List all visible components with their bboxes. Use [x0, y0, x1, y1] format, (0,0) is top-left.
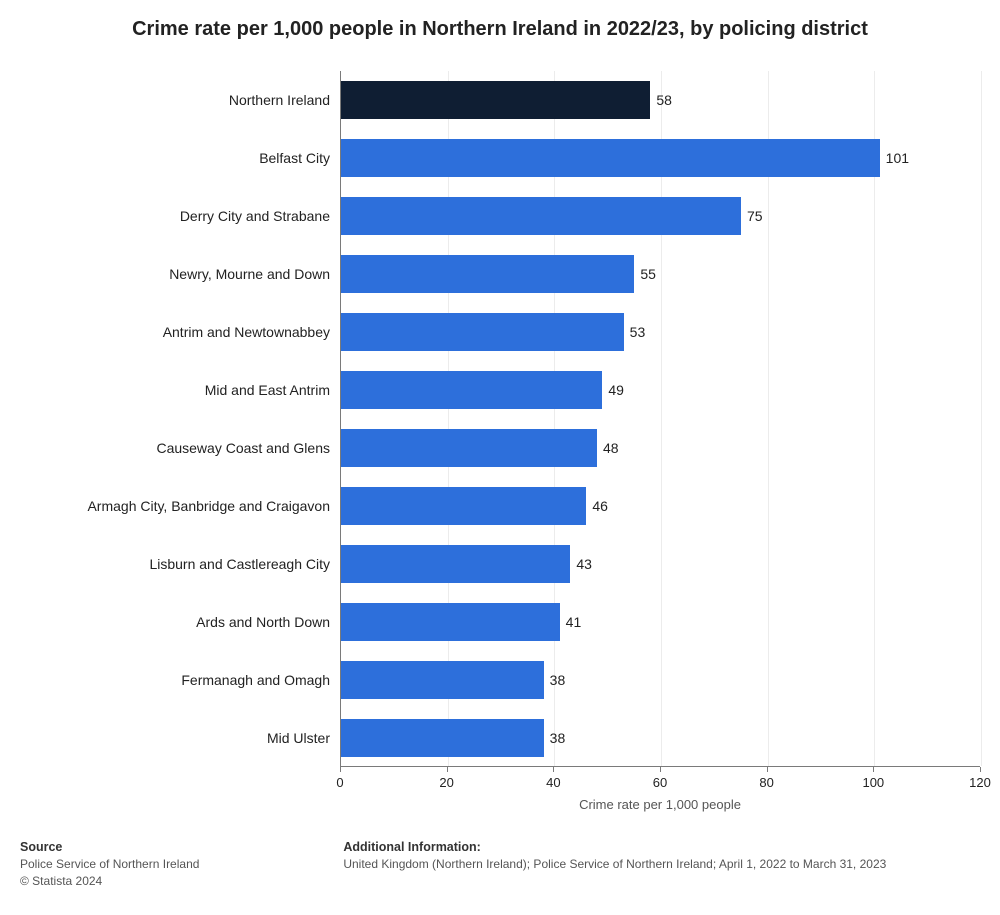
- y-axis-label: Derry City and Strabane: [20, 187, 330, 245]
- y-axis-label: Belfast City: [20, 129, 330, 187]
- x-tick: [980, 767, 981, 772]
- bar: [341, 487, 586, 525]
- bar-value-label: 41: [560, 603, 582, 641]
- bar-row: 101: [341, 129, 980, 187]
- bar: [341, 661, 544, 699]
- bar-value-label: 48: [597, 429, 619, 467]
- bar-value-label: 49: [602, 371, 624, 409]
- bar-value-label: 43: [570, 545, 592, 583]
- bar: [341, 429, 597, 467]
- x-tick: [873, 767, 874, 772]
- bar-row: 49: [341, 361, 980, 419]
- bar-value-label: 38: [544, 719, 566, 757]
- bar-row: 75: [341, 187, 980, 245]
- bar-row: 53: [341, 303, 980, 361]
- bar-value-label: 58: [650, 81, 672, 119]
- copyright-text: © Statista 2024: [20, 873, 340, 890]
- bar-value-label: 53: [624, 313, 646, 351]
- bar-row: 55: [341, 245, 980, 303]
- bar-value-label: 101: [880, 139, 909, 177]
- bar-value-label: 38: [544, 661, 566, 699]
- bar: [341, 603, 560, 641]
- bar: [341, 719, 544, 757]
- x-tick-label: 80: [759, 775, 773, 790]
- y-axis-label: Causeway Coast and Glens: [20, 419, 330, 477]
- info-text: United Kingdom (Northern Ireland); Polic…: [343, 856, 943, 873]
- bar: [341, 139, 880, 177]
- bar: [341, 81, 650, 119]
- plot-area: 58 101 75 55 5349 48 46 43 41 38 38: [340, 71, 980, 767]
- x-tick-label: 100: [862, 775, 884, 790]
- bar: [341, 545, 570, 583]
- bar-row: 38: [341, 651, 980, 709]
- bar-value-label: 46: [586, 487, 608, 525]
- gridline: [981, 71, 982, 766]
- y-axis-label: Ards and North Down: [20, 593, 330, 651]
- x-tick-label: 60: [653, 775, 667, 790]
- bar-row: 38: [341, 709, 980, 767]
- y-axis-label: Newry, Mourne and Down: [20, 245, 330, 303]
- y-axis-label: Antrim and Newtownabbey: [20, 303, 330, 361]
- footer-info-block: Additional Information: United Kingdom (…: [343, 840, 943, 873]
- x-tick-label: 40: [546, 775, 560, 790]
- bar-value-label: 75: [741, 197, 763, 235]
- bar-row: 48: [341, 419, 980, 477]
- chart-title: Crime rate per 1,000 people in Northern …: [20, 18, 980, 41]
- x-tick: [340, 767, 341, 772]
- source-heading: Source: [20, 840, 340, 854]
- bar-row: 41: [341, 593, 980, 651]
- footer-source-block: Source Police Service of Northern Irelan…: [20, 840, 340, 890]
- x-tick: [553, 767, 554, 772]
- y-axis-label: Mid and East Antrim: [20, 361, 330, 419]
- x-axis-title: Crime rate per 1,000 people: [340, 797, 980, 812]
- bar: [341, 197, 741, 235]
- x-tick-label: 0: [336, 775, 343, 790]
- y-axis-labels: Northern IrelandBelfast CityDerry City a…: [20, 71, 330, 767]
- source-text: Police Service of Northern Ireland: [20, 856, 340, 873]
- x-tick-label: 120: [969, 775, 991, 790]
- y-axis-label: Northern Ireland: [20, 71, 330, 129]
- x-tick: [447, 767, 448, 772]
- bar-row: 46: [341, 477, 980, 535]
- x-tick: [660, 767, 661, 772]
- bar-row: 58: [341, 71, 980, 129]
- y-axis-label: Mid Ulster: [20, 709, 330, 767]
- info-heading: Additional Information:: [343, 840, 943, 854]
- x-tick: [767, 767, 768, 772]
- bar: [341, 371, 602, 409]
- bar-row: 43: [341, 535, 980, 593]
- y-axis-label: Armagh City, Banbridge and Craigavon: [20, 477, 330, 535]
- bar: [341, 255, 634, 293]
- chart-container: Crime rate per 1,000 people in Northern …: [0, 0, 1000, 915]
- bar: [341, 313, 624, 351]
- chart-footer: Source Police Service of Northern Irelan…: [20, 840, 980, 890]
- chart-area: Northern IrelandBelfast CityDerry City a…: [20, 71, 980, 811]
- x-tick-label: 20: [439, 775, 453, 790]
- y-axis-label: Fermanagh and Omagh: [20, 651, 330, 709]
- y-axis-label: Lisburn and Castlereagh City: [20, 535, 330, 593]
- bar-value-label: 55: [634, 255, 656, 293]
